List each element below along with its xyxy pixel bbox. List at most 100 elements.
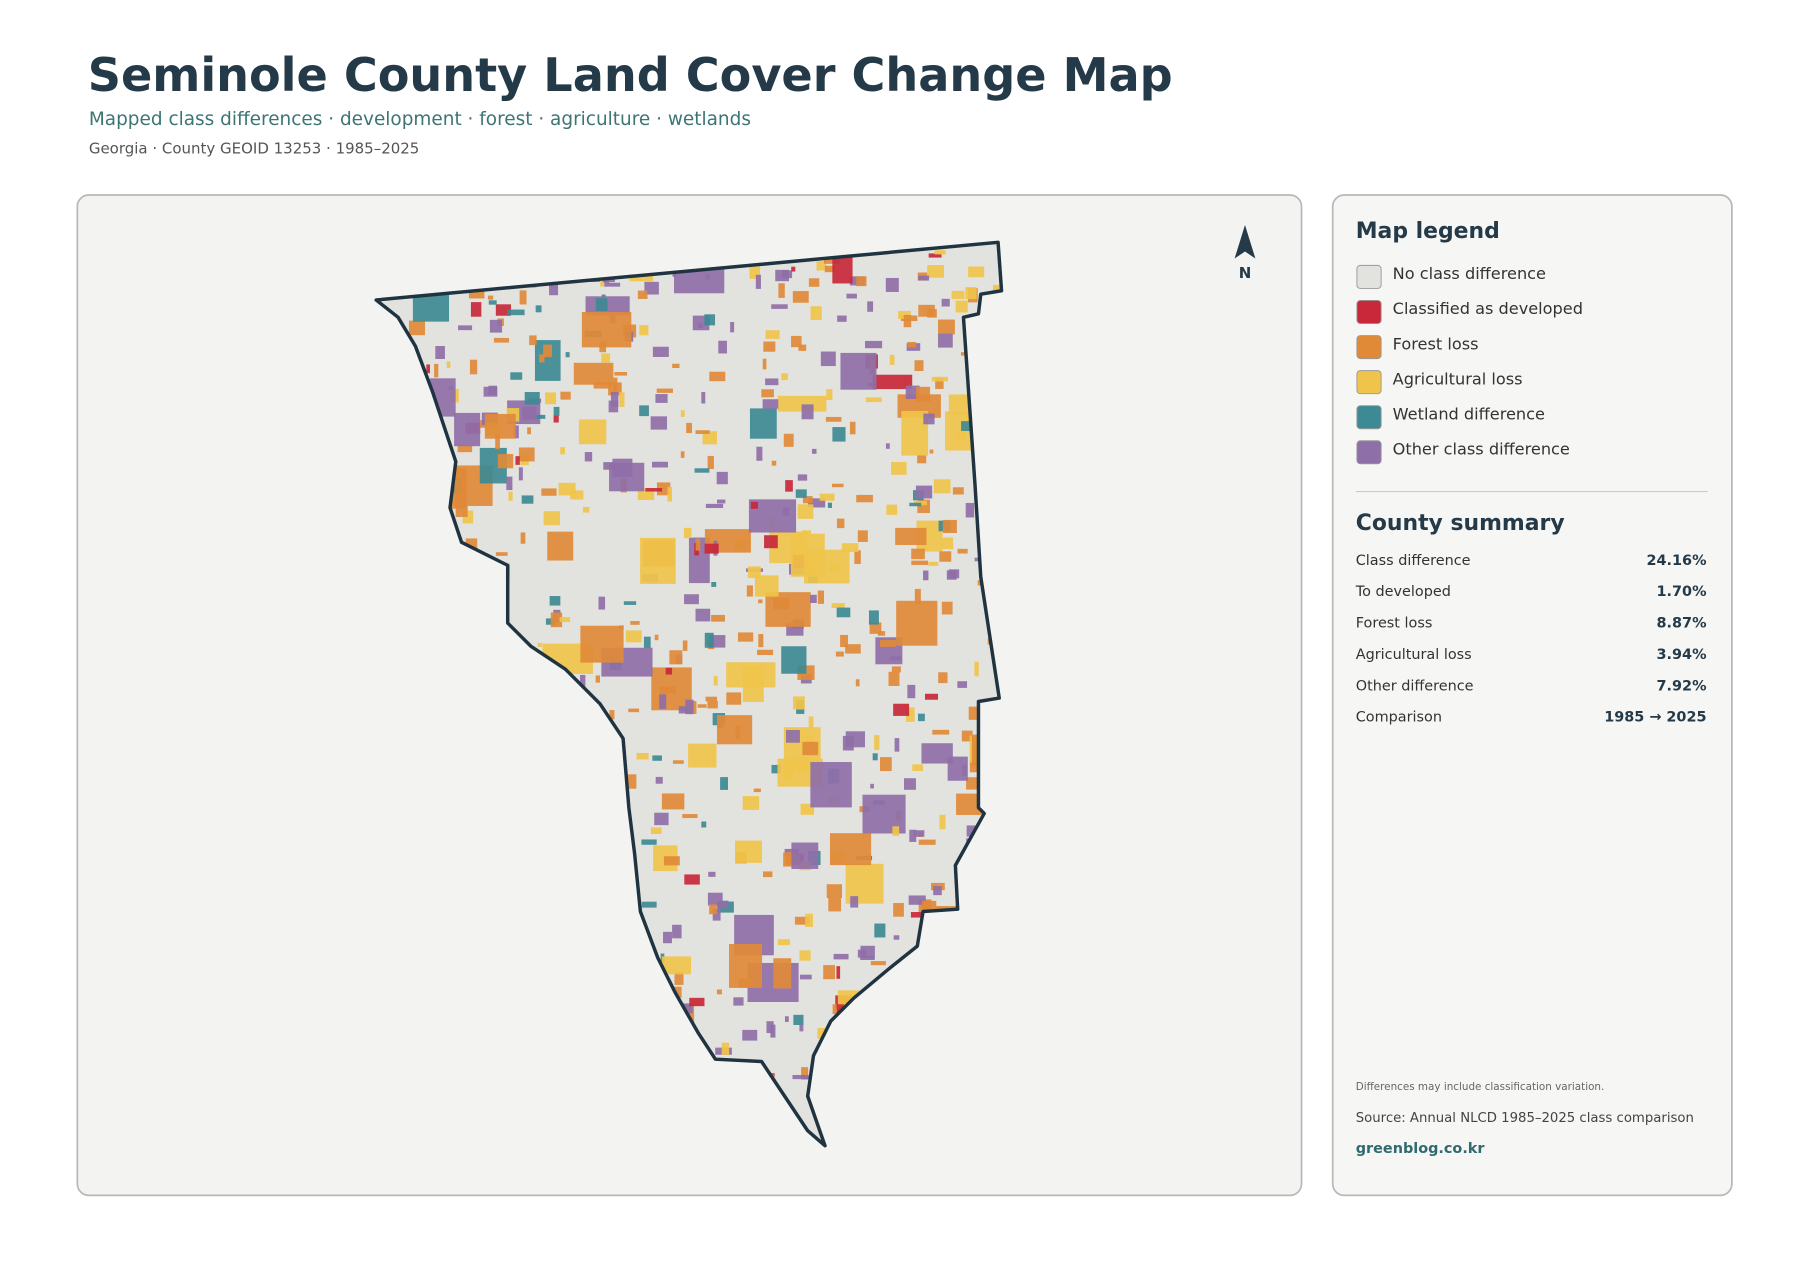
change-patch xyxy=(426,364,430,374)
change-patch xyxy=(918,275,930,281)
change-patch xyxy=(837,315,847,322)
change-patch xyxy=(845,644,861,654)
change-patch xyxy=(661,956,692,975)
change-patch xyxy=(737,632,754,642)
change-patch xyxy=(880,757,892,772)
change-patch xyxy=(682,814,698,819)
change-patch xyxy=(923,570,929,581)
legend-swatch xyxy=(1356,370,1382,395)
change-patch xyxy=(536,414,546,419)
change-patch xyxy=(640,537,676,584)
legend-label: Classified as developed xyxy=(1393,299,1583,318)
change-patch xyxy=(537,642,543,648)
change-patch xyxy=(773,958,792,989)
change-patch xyxy=(806,735,814,746)
footnote: Differences may include classification v… xyxy=(1356,1081,1605,1093)
meta: Georgia · County GEOID 13253 · 1985–2025 xyxy=(89,139,419,157)
change-patch xyxy=(771,764,781,774)
change-patch xyxy=(465,538,478,553)
change-patch xyxy=(765,378,779,386)
change-patch xyxy=(457,445,473,453)
change-patch xyxy=(717,499,726,504)
change-patch xyxy=(908,895,926,905)
change-patch xyxy=(938,333,953,348)
change-patch xyxy=(896,600,938,646)
change-patch xyxy=(711,614,725,622)
change-patch xyxy=(578,419,607,445)
site-link[interactable]: greenblog.co.kr xyxy=(1356,1141,1486,1157)
change-patch xyxy=(939,814,946,830)
change-patch xyxy=(917,713,925,722)
change-patch xyxy=(836,607,851,618)
change-patch xyxy=(911,560,929,565)
subtitle: Mapped class differences · development ·… xyxy=(89,109,751,130)
change-patch xyxy=(742,796,760,810)
change-patch xyxy=(698,323,703,329)
change-patch xyxy=(923,413,935,425)
change-patch xyxy=(800,803,815,815)
change-patch xyxy=(885,277,899,292)
change-patch xyxy=(935,378,944,389)
change-patch xyxy=(840,352,877,390)
change-patch xyxy=(639,405,649,417)
change-patch xyxy=(697,704,707,708)
change-patch xyxy=(695,538,701,551)
change-patch xyxy=(773,597,790,610)
change-patch xyxy=(893,903,904,917)
change-patch xyxy=(793,1014,804,1025)
change-patch xyxy=(704,632,714,648)
change-patch xyxy=(507,309,525,316)
change-patch xyxy=(777,939,790,946)
change-patch xyxy=(915,485,933,499)
change-patch xyxy=(786,729,800,743)
change-patch xyxy=(654,634,659,641)
change-patch xyxy=(462,510,474,524)
change-patch xyxy=(454,412,481,447)
change-patch xyxy=(877,631,886,636)
change-patch xyxy=(942,519,957,533)
change-patch xyxy=(584,452,593,462)
change-patch xyxy=(849,421,856,435)
change-patch xyxy=(549,280,559,296)
change-patch xyxy=(487,295,494,300)
change-patch xyxy=(840,634,848,648)
change-patch xyxy=(689,997,705,1007)
change-patch xyxy=(914,360,924,371)
change-patch xyxy=(672,924,682,939)
change-patch xyxy=(832,427,846,442)
change-patch xyxy=(894,738,900,752)
change-patch xyxy=(750,501,758,509)
change-patch xyxy=(521,495,534,504)
source: Source: Annual NLCD 1985–2025 class comp… xyxy=(1356,1111,1694,1126)
change-patch xyxy=(941,601,953,615)
change-patch xyxy=(652,461,668,468)
change-patch xyxy=(435,346,445,359)
change-patch xyxy=(805,913,813,927)
change-patch xyxy=(609,710,615,720)
legend-label: Wetland difference xyxy=(1393,404,1545,423)
change-patch xyxy=(558,482,576,496)
legend-swatch xyxy=(1356,405,1382,430)
change-patch xyxy=(758,634,764,648)
change-patch xyxy=(811,448,817,454)
change-patch xyxy=(860,945,875,958)
change-patch xyxy=(802,496,813,504)
change-patch xyxy=(892,826,900,836)
change-patch xyxy=(965,502,975,518)
change-patch xyxy=(650,416,668,430)
change-patch xyxy=(907,341,917,348)
change-patch xyxy=(643,636,651,649)
change-patch xyxy=(543,344,553,358)
change-patch xyxy=(749,408,777,439)
change-patch xyxy=(895,527,927,545)
change-patch xyxy=(836,518,845,529)
change-patch xyxy=(626,774,637,789)
change-patch xyxy=(765,330,780,339)
change-patch xyxy=(756,446,763,461)
change-patch xyxy=(802,530,812,537)
change-patch xyxy=(865,340,883,349)
change-patch xyxy=(952,487,964,495)
change-patch xyxy=(916,386,931,402)
change-patch xyxy=(524,392,540,405)
